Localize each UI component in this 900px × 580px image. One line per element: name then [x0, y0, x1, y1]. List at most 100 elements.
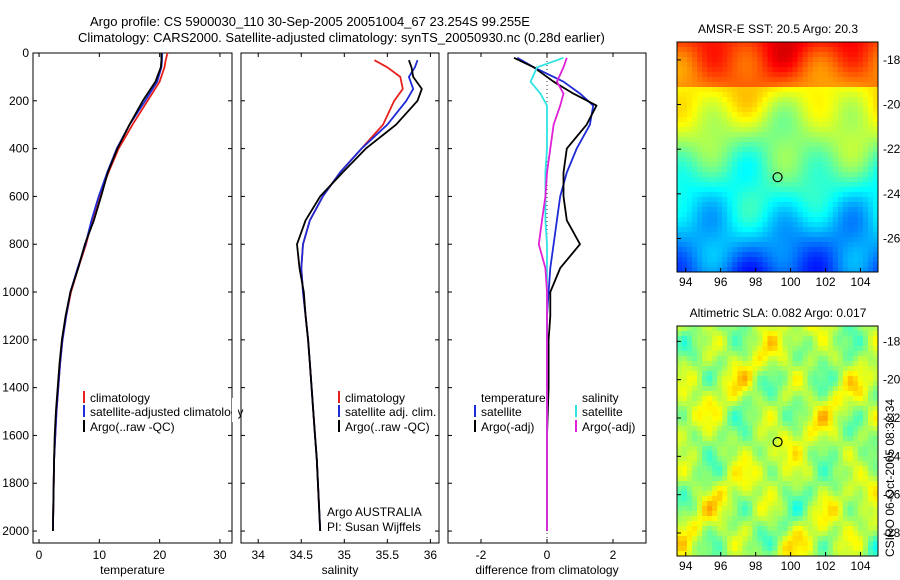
heatmap-cell — [757, 506, 763, 512]
heatmap-cell — [757, 67, 763, 73]
heatmap-cell — [817, 167, 824, 173]
heatmap-cell — [742, 257, 748, 263]
heatmap-cell — [732, 102, 738, 108]
heatmap-cell — [757, 157, 763, 163]
heatmap-cell — [797, 82, 804, 88]
heatmap-cell — [862, 406, 869, 412]
heatmap-cell — [677, 331, 683, 337]
heatmap-cell — [792, 252, 799, 258]
heatmap-cell — [847, 162, 854, 168]
heatmap-cell — [777, 137, 783, 143]
heatmap-cell — [812, 376, 819, 382]
heatmap-cell — [797, 97, 804, 103]
heatmap-cell — [727, 486, 733, 492]
heatmap-cell — [702, 177, 708, 183]
heatmap-cell — [862, 431, 869, 437]
heatmap-cell — [692, 501, 698, 507]
heatmap-cell — [727, 247, 733, 253]
heatmap-cell — [722, 421, 728, 427]
heatmap-cell — [837, 521, 844, 527]
heatmap-cell — [827, 82, 834, 88]
heatmap-cell — [867, 57, 874, 63]
heatmap-cell — [847, 446, 854, 452]
heatmap-cell — [767, 252, 773, 258]
heatmap-cell — [727, 142, 733, 148]
heatmap-cell — [862, 541, 869, 547]
heatmap-cell — [842, 222, 849, 228]
heatmap-cell — [822, 356, 829, 362]
heatmap-cell — [807, 511, 814, 517]
heatmap-cell — [747, 177, 753, 183]
heatmap-cell — [782, 67, 788, 73]
heatmap-cell — [747, 506, 753, 512]
heatmap-cell — [742, 521, 748, 527]
heatmap-cell — [707, 147, 713, 153]
heatmap-cell — [837, 207, 844, 213]
heatmap-cell — [757, 496, 763, 502]
heatmap-cell — [802, 476, 809, 482]
heatmap-cell — [727, 376, 733, 382]
heatmap-cell — [737, 526, 743, 532]
heatmap-cell — [747, 331, 753, 337]
y-tick-label: -26 — [883, 488, 900, 502]
heatmap-cell — [812, 546, 819, 552]
heatmap-cell — [697, 481, 703, 487]
heatmap-cell — [732, 122, 738, 128]
heatmap-cell — [822, 521, 829, 527]
heatmap-cell — [832, 396, 839, 402]
heatmap-cell — [712, 252, 718, 258]
heatmap-cell — [687, 82, 693, 88]
heatmap-cell — [832, 431, 839, 437]
heatmap-cell — [732, 336, 738, 342]
heatmap-cell — [752, 57, 758, 63]
heatmap-cell — [762, 416, 768, 422]
heatmap-cell — [872, 336, 879, 342]
heatmap-cell — [752, 172, 758, 178]
heatmap-cell — [822, 102, 829, 108]
heatmap-cell — [697, 506, 703, 512]
heatmap-cell — [682, 237, 688, 243]
heatmap-cell — [802, 92, 809, 98]
heatmap-cell — [697, 172, 703, 178]
heatmap-cell — [677, 147, 683, 153]
heatmap-cell — [772, 506, 778, 512]
heatmap-cell — [872, 202, 879, 208]
heatmap-cell — [817, 242, 824, 248]
heatmap-cell — [827, 102, 834, 108]
heatmap-cell — [712, 531, 718, 537]
heatmap-cell — [707, 346, 713, 352]
heatmap-cell — [787, 72, 793, 78]
heatmap-cell — [812, 137, 819, 143]
heatmap-cell — [757, 426, 763, 432]
heatmap-cell — [682, 451, 688, 457]
heatmap-cell — [677, 536, 683, 542]
heatmap-cell — [832, 167, 839, 173]
heatmap-cell — [857, 137, 864, 143]
heatmap-cell — [797, 182, 804, 188]
heatmap-cell — [832, 162, 839, 168]
heatmap-cell — [712, 112, 718, 118]
heatmap-cell — [827, 376, 834, 382]
heatmap-cell — [772, 137, 778, 143]
heatmap-cell — [792, 471, 799, 477]
heatmap-cell — [732, 157, 738, 163]
heatmap-cell — [827, 481, 834, 487]
heatmap-cell — [747, 461, 753, 467]
heatmap-cell — [867, 62, 874, 68]
heatmap-cell — [832, 406, 839, 412]
heatmap-cell — [737, 247, 743, 253]
heatmap-cell — [837, 356, 844, 362]
heatmap-cell — [727, 356, 733, 362]
heatmap-cell — [817, 431, 824, 437]
heatmap-cell — [732, 456, 738, 462]
heatmap-cell — [852, 386, 859, 392]
heatmap-cell — [797, 112, 804, 118]
heatmap-cell — [822, 366, 829, 372]
heatmap-cell — [772, 212, 778, 218]
heatmap-cell — [807, 52, 814, 58]
heatmap-cell — [782, 346, 788, 352]
heatmap-cell — [862, 416, 869, 422]
heatmap-cell — [847, 192, 854, 198]
heatmap-cell — [832, 491, 839, 497]
heatmap-cell — [862, 112, 869, 118]
